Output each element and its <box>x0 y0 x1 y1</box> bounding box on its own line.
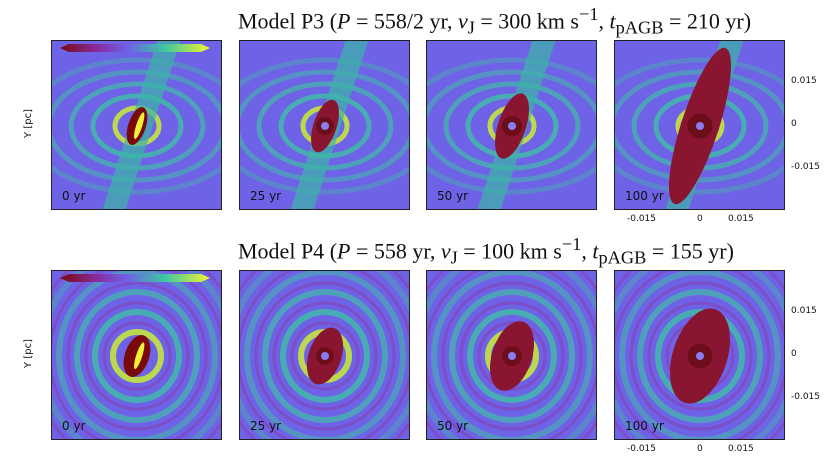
shock-ring <box>240 69 409 183</box>
shock-ring <box>244 271 406 439</box>
xtick: -0.015 <box>627 214 657 224</box>
row2-title: Model P4 (P = 558 yr, vJ = 100 km s−1, t… <box>238 234 734 268</box>
time-label: 50 yr <box>437 189 469 203</box>
y-axis-label-row1: Y [pc] <box>22 109 34 138</box>
row1-title: Model P3 (P = 558/2 yr, vJ = 300 km s−1,… <box>238 4 752 38</box>
dark-ring <box>272 301 378 411</box>
ytick: 0 <box>791 349 797 359</box>
dark-ring <box>290 321 360 391</box>
shock-ring <box>615 69 784 183</box>
shock-ring <box>619 271 781 439</box>
time-label: 25 yr <box>250 419 282 433</box>
dark-ring <box>441 281 583 431</box>
ytick: 0.015 <box>791 76 817 86</box>
shock-ring <box>52 57 221 195</box>
simulation-panel: 50 yr <box>426 40 597 210</box>
simulation-panel: 0 yr <box>51 270 222 440</box>
dark-ring <box>84 301 190 411</box>
shock-ring <box>56 271 218 439</box>
dark-ring <box>254 281 396 431</box>
time-label: 0 yr <box>62 419 86 433</box>
ytick: 0.015 <box>791 306 817 316</box>
shock-ring <box>427 69 596 183</box>
simulation-panel: 0 yr <box>51 40 222 210</box>
shock-ring <box>280 309 370 403</box>
colorbar <box>60 44 210 52</box>
xtick: 0 <box>697 214 703 224</box>
ytick: 0 <box>791 119 797 129</box>
shock-ring <box>467 309 557 403</box>
shock-ring <box>449 289 575 423</box>
xtick: 0 <box>697 444 703 454</box>
xtick: 0.015 <box>728 444 754 454</box>
shock-ring <box>431 271 593 439</box>
shock-ring <box>110 329 164 383</box>
xtick: 0.015 <box>728 214 754 224</box>
dark-ring <box>477 321 547 391</box>
dark-ring <box>66 281 208 431</box>
shock-ring <box>262 289 388 423</box>
time-label: 0 yr <box>62 189 86 203</box>
xtick: -0.015 <box>627 444 657 454</box>
shock-ring <box>427 57 596 195</box>
y-axis-label-row2: Y [pc] <box>22 339 34 368</box>
shock-ring <box>92 309 182 403</box>
time-label: 100 yr <box>625 189 664 203</box>
simulation-panel: 50 yr <box>426 270 597 440</box>
shock-ring <box>240 57 409 195</box>
simulation-panel: 25 yr <box>239 270 410 440</box>
shock-ring <box>637 289 763 423</box>
time-label: 50 yr <box>437 419 469 433</box>
shock-ring <box>615 57 784 195</box>
shock-ring <box>74 289 200 423</box>
dark-ring <box>102 321 172 391</box>
ytick: -0.015 <box>791 392 821 402</box>
simulation-panel: 100 yr <box>614 270 785 440</box>
shock-ring <box>52 69 221 183</box>
colorbar <box>60 274 210 282</box>
time-label: 25 yr <box>250 189 282 203</box>
simulation-panel: 25 yr <box>239 40 410 210</box>
dark-ring <box>459 301 565 411</box>
ytick: -0.015 <box>791 162 821 172</box>
dark-ring <box>629 281 771 431</box>
time-label: 100 yr <box>625 419 664 433</box>
dark-ring <box>647 301 753 411</box>
simulation-panel: 100 yr <box>614 40 785 210</box>
